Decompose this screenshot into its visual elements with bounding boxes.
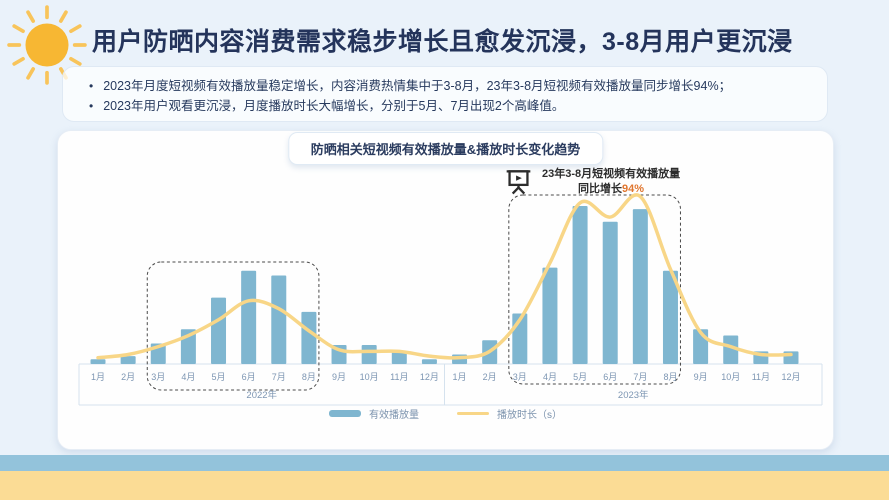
x-tick-label: 4月 bbox=[181, 372, 195, 382]
x-tick-label: 1月 bbox=[453, 372, 467, 382]
bullet-text: 2023年月度短视频有效播放量稳定增长，内容消费热情集中于3-8月，23年3-8… bbox=[103, 79, 732, 93]
bullet-item: • 2023年月度短视频有效播放量稳定增长，内容消费热情集中于3-8月，23年3… bbox=[83, 76, 807, 96]
x-tick-label: 11月 bbox=[752, 372, 770, 382]
bar-2022年-12月 bbox=[421, 359, 437, 364]
x-tick-label: 7月 bbox=[272, 372, 286, 382]
x-tick-label: 9月 bbox=[694, 372, 708, 382]
x-tick-label: 9月 bbox=[332, 372, 346, 382]
chart: 1月 2月 3月 4月 5月 6月 7月 8月 9月 10月 11月 12月 1月 2月 3月 4月 5月 6月 7… bbox=[78, 193, 823, 406]
chart-title: 防晒相关短视频有效播放量&播放时长变化趋势 bbox=[287, 132, 604, 165]
legend-label: 有效播放量 bbox=[369, 410, 419, 421]
legend-label: 播放时长（s） bbox=[497, 410, 562, 421]
x-tick-label: 12月 bbox=[781, 372, 800, 382]
highlight-box bbox=[146, 261, 320, 391]
year-label: 2023年 bbox=[618, 389, 649, 401]
x-tick-label: 12月 bbox=[420, 372, 439, 382]
bar-2023年-10月 bbox=[723, 335, 739, 364]
page-title: 用户防晒内容消费需求稳步增长且愈发沉浸，3-8月用户更沉浸 bbox=[92, 28, 793, 56]
summary-card: • 2023年月度短视频有效播放量稳定增长，内容消费热情集中于3-8月，23年3… bbox=[62, 66, 828, 122]
legend-item-line: 播放时长（s） bbox=[457, 406, 562, 421]
x-tick-label: 4月 bbox=[543, 372, 557, 382]
annotation-line1: 23年3-8月短视频有效播放量 bbox=[542, 168, 681, 180]
x-tick-label: 5月 bbox=[573, 372, 587, 382]
x-tick-label: 8月 bbox=[302, 372, 316, 382]
x-tick-label: 6月 bbox=[242, 372, 256, 382]
bar-2022年-5月 bbox=[211, 297, 227, 364]
footer-band-blue bbox=[0, 455, 889, 471]
sun-icon bbox=[7, 5, 87, 85]
bar-2022年-6月 bbox=[241, 270, 257, 364]
bar-2022年-11月 bbox=[391, 351, 407, 364]
sun-circle bbox=[25, 23, 69, 67]
x-tick-label: 10月 bbox=[360, 372, 379, 382]
bar-2023年-5月 bbox=[572, 206, 588, 364]
highlight-box bbox=[508, 194, 681, 385]
chart-annotation: 23年3-8月短视频有效播放量 同比增长94% bbox=[504, 167, 680, 197]
annotation-text: 23年3-8月短视频有效播放量 同比增长94% bbox=[542, 167, 680, 197]
year-label: 2022年 bbox=[246, 389, 277, 401]
bar-2023年-6月 bbox=[602, 221, 618, 364]
x-tick-label: 8月 bbox=[663, 372, 677, 382]
x-tick-label: 5月 bbox=[212, 372, 226, 382]
x-tick-label: 6月 bbox=[603, 372, 617, 382]
bar-2023年-8月 bbox=[662, 270, 678, 364]
bar-2023年-4月 bbox=[542, 267, 558, 364]
footer-band-yellow bbox=[0, 471, 889, 500]
x-tick-label: 2月 bbox=[121, 372, 135, 382]
bullet-item: • 2023年用户观看更沉浸，月度播放时长大幅增长，分别于5月、7月出现2个高峰… bbox=[83, 96, 807, 116]
projector-screen-icon bbox=[506, 170, 531, 195]
bar-2022年-2月 bbox=[120, 356, 136, 364]
x-tick-label: 1月 bbox=[91, 372, 105, 382]
x-tick-label: 11月 bbox=[390, 372, 408, 382]
bullet-dot: • bbox=[89, 79, 94, 93]
bullet-text: 2023年用户观看更沉浸，月度播放时长大幅增长，分别于5月、7月出现2个高峰值。 bbox=[103, 99, 565, 113]
sun-rays bbox=[7, 5, 87, 85]
bar-2022年-10月 bbox=[361, 345, 377, 364]
x-tick-label: 10月 bbox=[721, 372, 740, 382]
bar-2022年-1月 bbox=[90, 359, 106, 364]
line-series-swatch bbox=[457, 412, 489, 415]
x-tick-label: 2月 bbox=[483, 372, 497, 382]
duration-line-series bbox=[96, 193, 793, 360]
bar-2023年-7月 bbox=[632, 209, 648, 364]
x-tick-label: 3月 bbox=[151, 372, 165, 382]
annotation-growth-value: 94% bbox=[622, 183, 645, 195]
chart-legend: 有效播放量 播放时长（s） bbox=[58, 406, 833, 421]
bullet-dot: • bbox=[89, 99, 94, 113]
x-tick-label: 3月 bbox=[513, 372, 527, 382]
annotation-line2: 同比增长94% bbox=[578, 183, 645, 195]
legend-item-bar: 有效播放量 bbox=[329, 406, 419, 421]
chart-card: 1月 2月 3月 4月 5月 6月 7月 8月 9月 10月 11月 12月 1月 2月 3月 4月 5月 6月 7… bbox=[57, 130, 834, 450]
bar-2022年-7月 bbox=[271, 275, 287, 364]
bar-2022年-8月 bbox=[301, 311, 317, 364]
x-tick-label: 7月 bbox=[633, 372, 647, 382]
bar-series-swatch bbox=[329, 410, 361, 417]
